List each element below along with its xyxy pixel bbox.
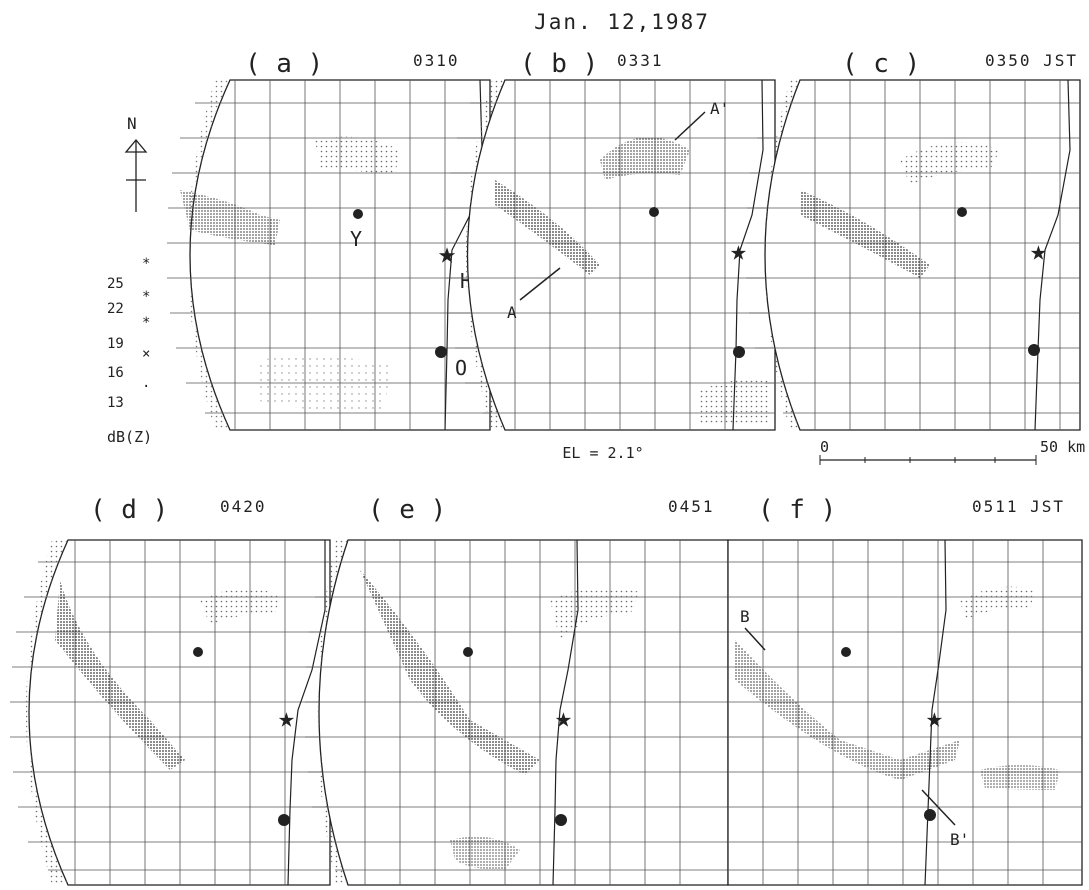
scale-bar-end: 50 km <box>1040 438 1085 456</box>
panel-d-frame <box>28 539 331 886</box>
cross-section-a-line <box>519 267 561 301</box>
legend-symbol-22: * <box>142 289 150 305</box>
legend-symbol-19: * <box>142 315 150 331</box>
panel-a-label: ( a ) <box>245 49 323 79</box>
panel-b-grid <box>446 80 775 430</box>
panel-c-frame <box>764 79 1081 431</box>
panel-e-echo-band <box>360 570 540 775</box>
panel-d-edge-echo <box>26 540 68 885</box>
scale-bar-start: 0 <box>820 438 829 456</box>
legend-level-13: 13 <box>107 395 124 411</box>
cross-section-b-prime-label: B' <box>950 830 969 849</box>
panel-c-label: ( c ) <box>842 49 920 79</box>
station-o-marker-c <box>1028 344 1040 356</box>
station-y-marker-f <box>841 647 851 657</box>
panel-b-echo-south <box>700 378 770 425</box>
station-o-marker-d <box>278 814 290 826</box>
panel-b-label: ( b ) <box>520 49 598 79</box>
panel-f-frame <box>727 539 1083 886</box>
cross-section-b-line <box>744 627 766 651</box>
station-o-marker-f <box>924 809 936 821</box>
station-y-marker-d <box>193 647 203 657</box>
legend-level-16: 16 <box>107 365 124 381</box>
legend-unit: dB(Z) <box>107 428 152 446</box>
station-o-marker-e <box>555 814 567 826</box>
cross-section-a-prime-label: A' <box>710 99 729 118</box>
panel-f-time: 0511 JST <box>972 497 1065 516</box>
legend-symbol-13: · <box>142 379 150 395</box>
legend: N 25 * 22 * 19 * 16 × 13 · dB(Z) <box>107 114 152 446</box>
station-h-star-f: ★ <box>926 701 943 734</box>
station-y-marker-e <box>463 647 473 657</box>
panel-e-echo-south <box>450 836 520 870</box>
station-h-star: ★ <box>438 236 456 271</box>
panel-a-echo-south <box>255 356 390 412</box>
panel-a-time: 0310 <box>413 51 460 70</box>
legend-level-19: 19 <box>107 336 124 352</box>
panel-c-edge-echo <box>765 80 800 430</box>
station-o-marker-a <box>435 346 447 358</box>
panel-d-label: ( d ) <box>90 495 168 525</box>
panel-c-time: 0350 JST <box>985 51 1078 70</box>
panel-e-edge-echo <box>317 540 348 885</box>
panel-a-echo-band <box>180 190 280 245</box>
panel-a-echo-north <box>315 136 400 175</box>
panel-b-frame <box>466 79 776 431</box>
panel-b-echo-north <box>600 137 690 180</box>
panel-d-echo-band <box>55 580 185 770</box>
panel-f-echo-northeast <box>960 586 1035 620</box>
panel-f: ( f ) 0511 JST B B' ★ <box>727 495 1083 886</box>
station-y-marker-b <box>649 207 659 217</box>
panel-b-edge-echo <box>466 80 505 430</box>
panel-e: ( e ) 0451 ★ <box>305 495 729 886</box>
station-y-marker-a <box>353 209 363 219</box>
elevation-label: EL = 2.1° <box>562 444 643 462</box>
station-o-marker-b <box>733 346 745 358</box>
station-y-marker-c <box>957 207 967 217</box>
panel-e-label: ( e ) <box>368 495 446 525</box>
cross-section-b-label: B <box>740 607 750 626</box>
panel-e-coastline <box>552 539 579 886</box>
station-h-star-b: ★ <box>730 234 747 267</box>
legend-levels: 25 * 22 * 19 * 16 × 13 · <box>107 256 150 411</box>
panel-d: ( d ) 0420 ★ <box>10 495 331 886</box>
legend-symbol-16: × <box>142 346 150 362</box>
cross-section-a-label: A <box>507 303 517 322</box>
station-h-star-e: ★ <box>555 701 572 734</box>
panel-b-time: 0331 <box>617 51 664 70</box>
station-y-label: Y <box>350 227 362 251</box>
panel-d-echo-north <box>200 588 280 625</box>
panel-e-frame <box>318 539 729 886</box>
station-h-star-c: ★ <box>1030 234 1047 267</box>
panel-e-echo-north <box>550 587 640 640</box>
legend-symbol-25: * <box>142 256 150 272</box>
north-arrow-label: N <box>127 114 137 133</box>
panel-e-grid <box>305 540 728 885</box>
panel-d-time: 0420 <box>220 497 267 516</box>
panel-b: ( b ) 0331 A A' ★ <box>446 49 776 431</box>
panel-f-echo-band <box>735 640 960 780</box>
panel-f-echo-southeast <box>980 765 1060 790</box>
cross-section-a-prime-line <box>674 111 706 141</box>
panel-e-time: 0451 <box>668 497 715 516</box>
panel-c: ( c ) 0350 JST ★ <box>746 49 1081 431</box>
panel-a-edge-echo <box>187 80 230 430</box>
scale-bar: 0 50 km <box>819 438 1085 465</box>
panel-d-grid <box>10 540 330 885</box>
north-arrow-icon <box>124 138 148 212</box>
legend-level-25: 25 <box>107 276 124 292</box>
legend-level-22: 22 <box>107 301 124 317</box>
panel-f-label: ( f ) <box>758 495 836 525</box>
station-h-star-d: ★ <box>278 701 295 734</box>
panel-b-echo-band <box>495 180 600 275</box>
cross-section-b-prime-line <box>921 789 956 826</box>
panel-a: ( a ) 0310 Y ★ H O <box>167 49 491 431</box>
station-o-label: O <box>455 356 467 380</box>
figure-title: Jan. 12,1987 <box>534 10 710 34</box>
panel-c-echo-band <box>800 190 930 278</box>
panel-c-echo-north <box>900 142 1000 185</box>
